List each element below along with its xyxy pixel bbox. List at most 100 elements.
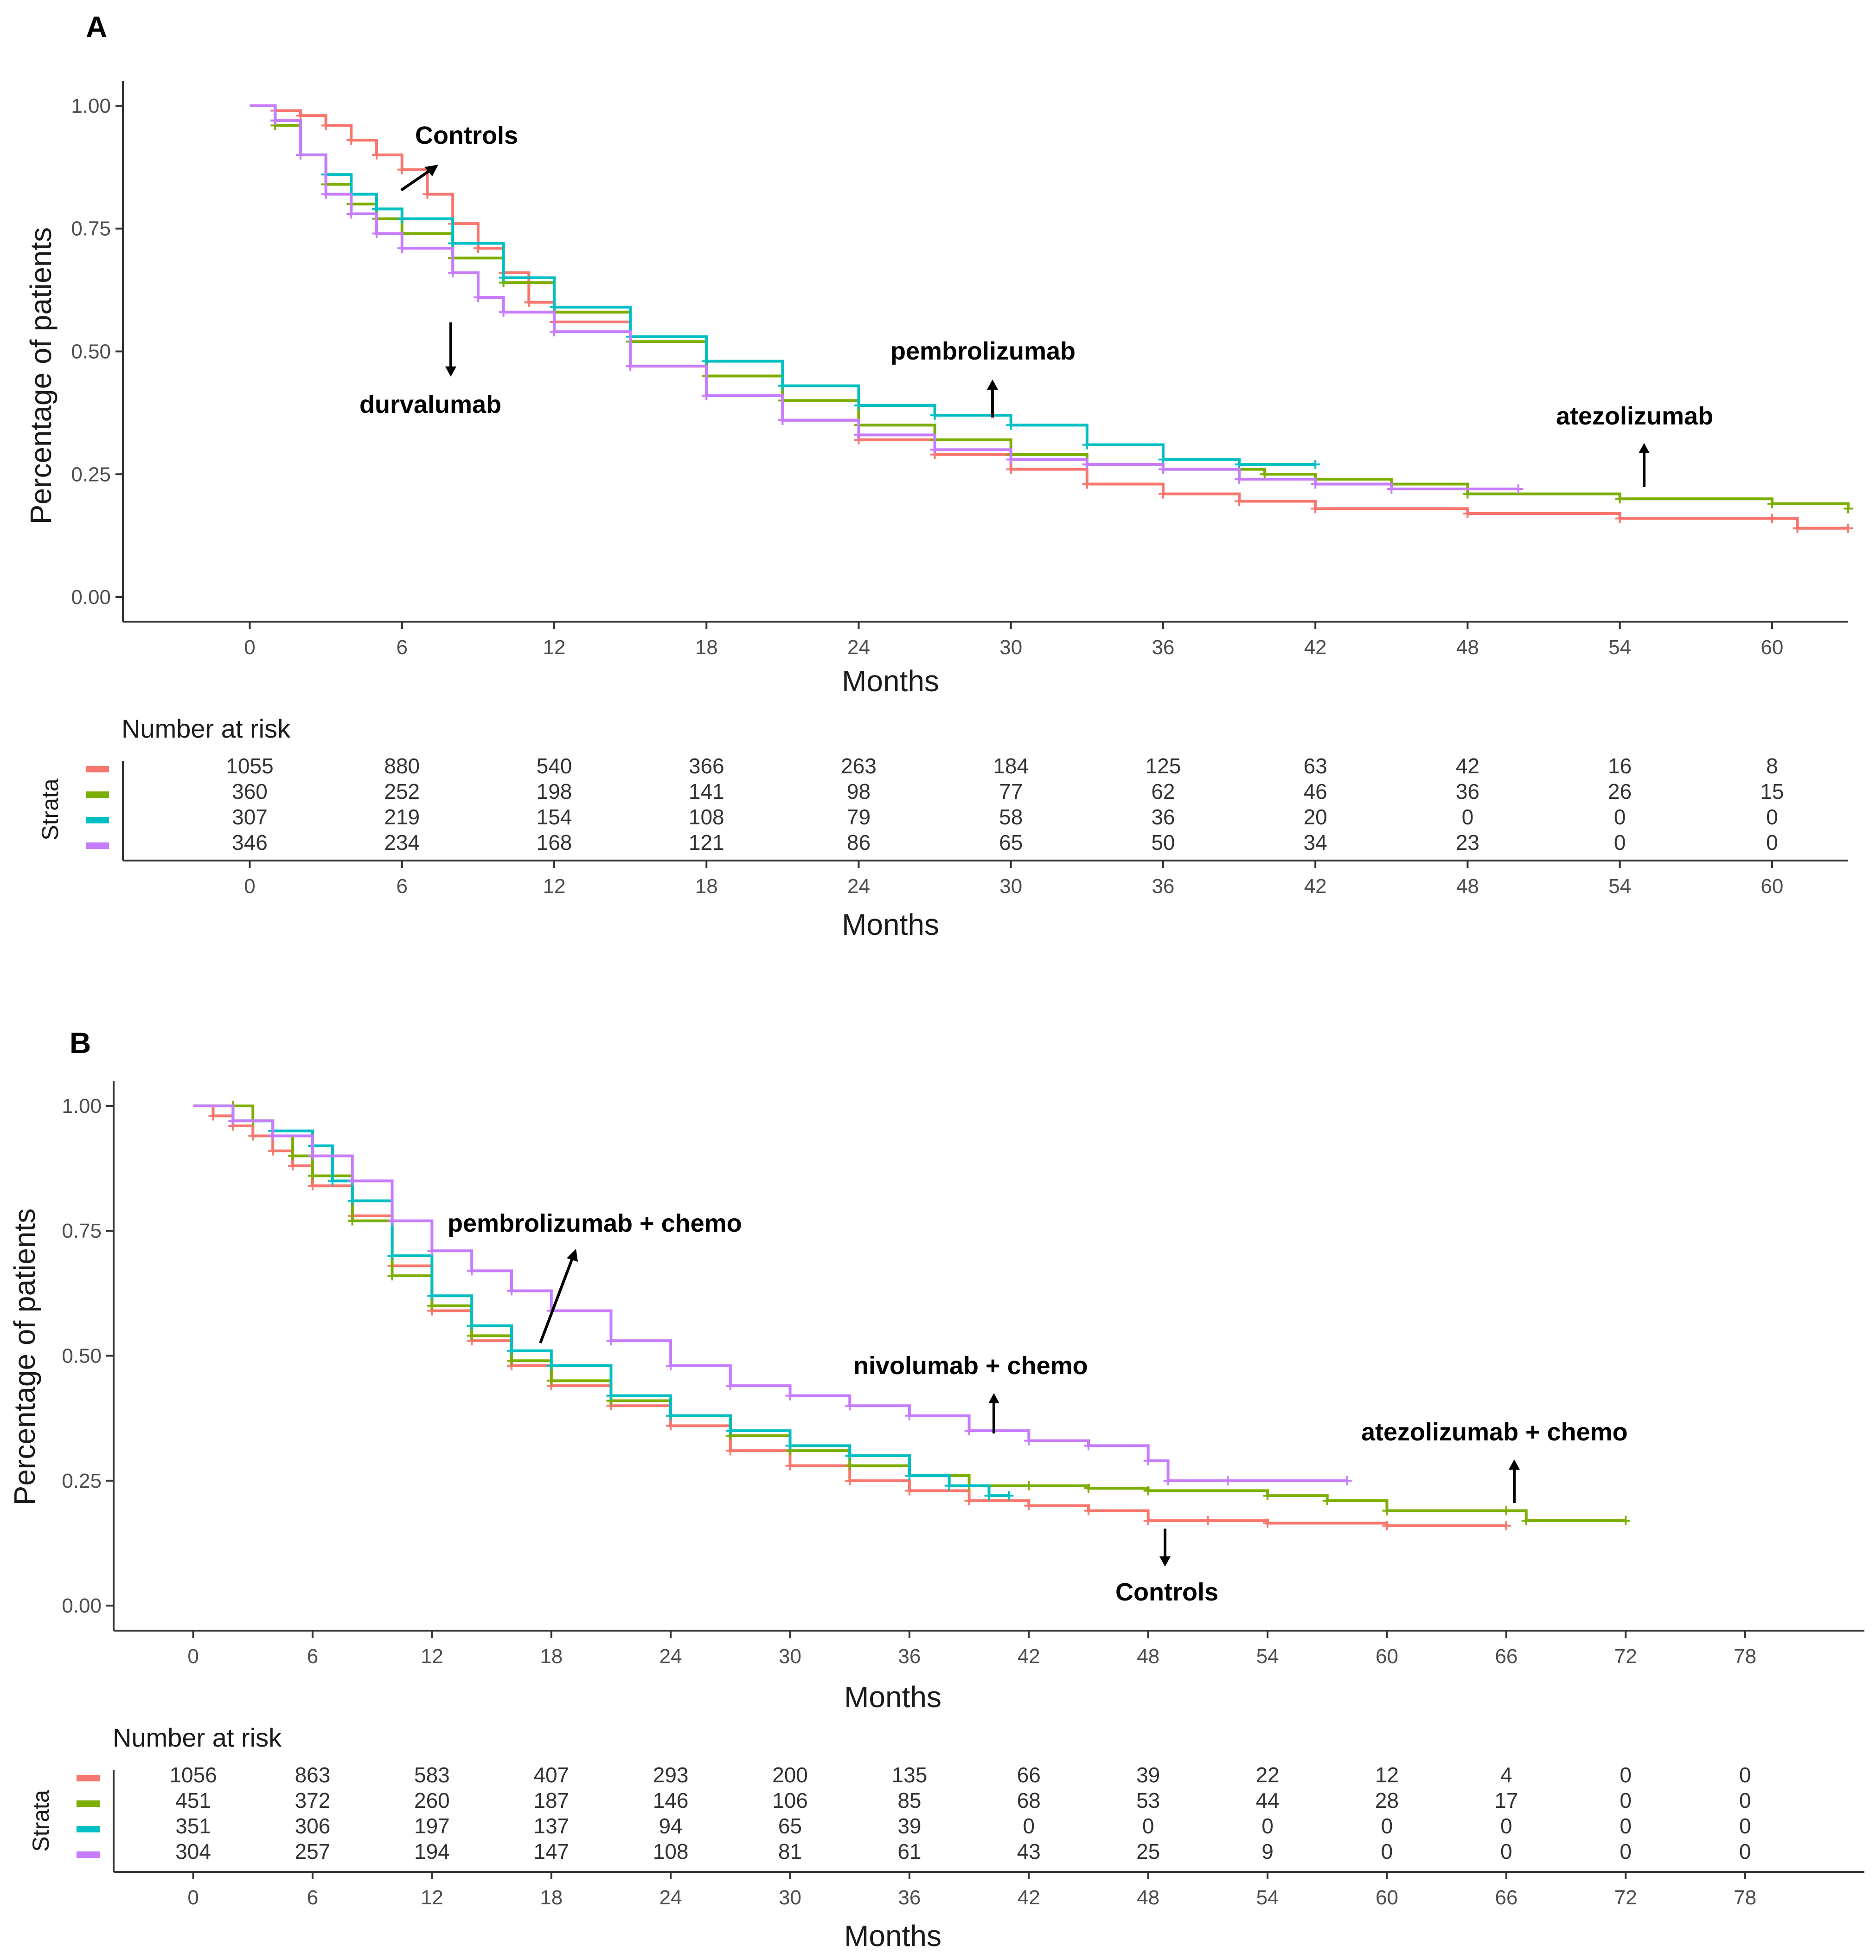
risk-count-a: 184 <box>993 754 1029 778</box>
risk-count-a: 62 <box>1151 779 1175 803</box>
risk-x-tick-label-a: 48 <box>1456 875 1479 898</box>
risk-count-b: 583 <box>414 1763 450 1787</box>
strata-label-a: Strata <box>37 778 63 841</box>
censor-marks-b-3 <box>228 1116 1352 1485</box>
risk-count-a: 0 <box>1614 805 1626 829</box>
risk-count-a: 0 <box>1766 830 1778 855</box>
risk-count-b: 407 <box>533 1763 569 1787</box>
annotation-pembrolizumab-chemo: pembrolizumab + chemo <box>448 1209 742 1237</box>
x-tick-label-a: 24 <box>847 636 870 659</box>
risk-count-b: 304 <box>175 1839 211 1864</box>
risk-count-b: 0 <box>1739 1788 1751 1812</box>
risk-count-a: 50 <box>1151 830 1175 855</box>
x-tick-label-b: 60 <box>1376 1645 1398 1668</box>
risk-count-a: 26 <box>1608 779 1632 803</box>
risk-count-b: 0 <box>1381 1839 1393 1864</box>
risk-x-tick-label-a: 12 <box>543 875 566 898</box>
risk-count-b: 137 <box>533 1814 569 1838</box>
x-tick-label-a: 6 <box>397 636 408 659</box>
risk-count-a: 880 <box>384 754 420 778</box>
x-tick-label-a: 48 <box>1456 636 1479 659</box>
x-tick-label-a: 18 <box>695 636 718 659</box>
survival-curves-a <box>250 104 1853 533</box>
panel-b: B Percentage of patients 0.00 0.25 0.50 0.7… <box>8 1026 1864 1953</box>
risk-x-tick-label-b: 6 <box>307 1886 318 1909</box>
risk-count-b: 200 <box>772 1763 808 1787</box>
risk-x-tick-label-b: 42 <box>1018 1886 1040 1909</box>
x-tick-label-b: 42 <box>1018 1645 1040 1668</box>
strata-swatch-b-3 <box>77 1851 100 1858</box>
risk-x-tick-label-b: 18 <box>540 1886 563 1909</box>
risk-x-tick-label-a: 30 <box>999 875 1022 898</box>
risk-x-tick-label-a: 60 <box>1761 875 1783 898</box>
survival-curves-b <box>193 1101 1631 1530</box>
arrowhead-pembrolizumab <box>987 379 998 390</box>
risk-x-tick-label-a: 24 <box>847 875 870 898</box>
risk-count-a: 23 <box>1456 830 1479 855</box>
risk-count-a: 219 <box>384 805 420 829</box>
risk-count-b: 61 <box>897 1839 921 1864</box>
risk-x-tick-label-a: 36 <box>1152 875 1174 898</box>
annotation-durvalumab: durvalumab <box>359 391 501 418</box>
risk-count-b: 451 <box>175 1788 211 1812</box>
risk-x-tick-label-b: 24 <box>659 1886 682 1909</box>
arrowhead-nivolumab-chemo <box>988 1393 999 1403</box>
risk-count-a: 8 <box>1766 754 1778 778</box>
risk-count-a: 121 <box>689 830 724 855</box>
risk-count-a: 0 <box>1462 805 1474 829</box>
risk-count-a: 36 <box>1151 805 1175 829</box>
censor-marks-b-2 <box>228 1116 1014 1501</box>
risk-count-b: 351 <box>175 1814 211 1838</box>
panel-label-b: B <box>70 1026 91 1060</box>
risk-x-tick-label-b: 66 <box>1495 1886 1517 1909</box>
risk-count-b: 53 <box>1136 1788 1160 1812</box>
arrowhead-controls-a <box>424 165 438 176</box>
risk-x-tick-label-b: 30 <box>779 1886 801 1909</box>
risk-count-a: 360 <box>232 779 268 803</box>
risk-count-b: 306 <box>295 1814 331 1838</box>
risk-count-b: 0 <box>1261 1814 1274 1838</box>
risk-count-b: 66 <box>1017 1763 1041 1787</box>
annotation-nivolumab-chemo: nivolumab + chemo <box>853 1352 1088 1380</box>
risk-table-title-a: Number at risk <box>122 714 291 743</box>
risk-count-a: 0 <box>1614 830 1626 855</box>
y-tick-label-a: 1.00 <box>71 95 111 117</box>
y-axis-title-b: Percentage of patients <box>8 1208 41 1505</box>
arrow-controls-a <box>400 167 435 192</box>
risk-count-a: 168 <box>537 830 572 855</box>
risk-count-b: 39 <box>897 1814 921 1838</box>
x-tick-label-b: 24 <box>659 1645 682 1668</box>
x-tick-label-b: 54 <box>1256 1645 1279 1668</box>
arrowhead-controls-b <box>1159 1556 1171 1567</box>
risk-count-b: 0 <box>1500 1839 1512 1864</box>
risk-count-a: 125 <box>1146 754 1181 778</box>
y-tick-label-b: 0.50 <box>62 1345 102 1368</box>
y-tick-label-a: 0.00 <box>71 586 111 609</box>
risk-count-a: 98 <box>847 779 871 803</box>
risk-x-tick-label-b: 72 <box>1614 1886 1637 1909</box>
y-tick-label-a: 0.25 <box>71 463 111 486</box>
risk-x-axis-a: 0 6 12 18 24 30 36 42 48 54 60 <box>244 861 1783 898</box>
risk-count-b: 0 <box>1739 1814 1751 1838</box>
x-tick-label-a: 42 <box>1304 636 1327 659</box>
risk-count-b: 12 <box>1375 1763 1399 1787</box>
risk-count-a: 77 <box>999 779 1023 803</box>
risk-count-b: 44 <box>1255 1788 1279 1812</box>
risk-count-a: 36 <box>1456 779 1479 803</box>
risk-count-b: 1056 <box>169 1763 217 1787</box>
x-tick-label-b: 6 <box>307 1645 318 1668</box>
risk-count-b: 0 <box>1739 1839 1751 1864</box>
risk-count-a: 15 <box>1760 779 1784 803</box>
risk-table-title-b: Number at risk <box>113 1723 282 1752</box>
risk-count-b: 187 <box>533 1788 569 1812</box>
risk-x-tick-label-a: 54 <box>1608 875 1631 898</box>
risk-count-b: 146 <box>653 1788 689 1812</box>
risk-count-b: 81 <box>778 1839 802 1864</box>
risk-x-axis-title-a: Months <box>842 908 939 941</box>
risk-x-axis-title-b: Months <box>844 1919 941 1953</box>
panel-label-a: A <box>86 10 107 44</box>
annotation-atezolizumab: atezolizumab <box>1556 402 1713 430</box>
risk-count-b: 0 <box>1620 1814 1632 1838</box>
risk-count-a: 0 <box>1766 805 1778 829</box>
